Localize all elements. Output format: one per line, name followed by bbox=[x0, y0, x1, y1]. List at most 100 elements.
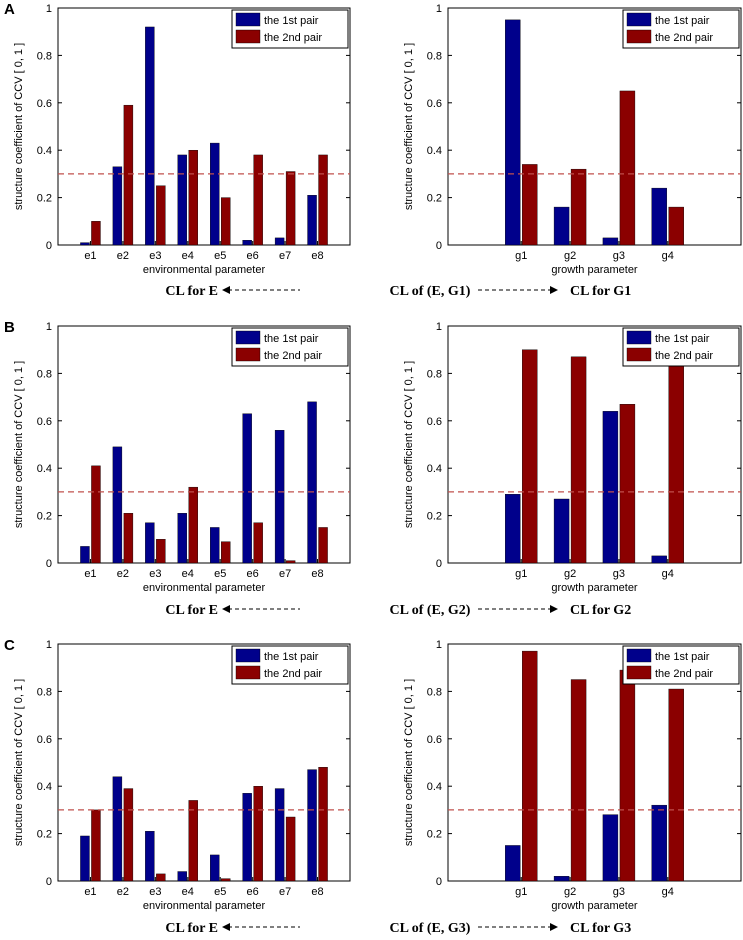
x-tick-label: e3 bbox=[149, 568, 161, 580]
bar-1st-g1 bbox=[505, 845, 521, 882]
bar-2nd-e5 bbox=[221, 878, 231, 882]
legend-swatch-2nd bbox=[235, 665, 261, 680]
y-axis-label: structure coefficient of CCV [ 0, 1 ] bbox=[403, 43, 415, 210]
x-tick-label: g3 bbox=[613, 886, 625, 898]
y-tick-label: 0.8 bbox=[427, 686, 442, 698]
bar-2nd-e6 bbox=[253, 522, 263, 564]
x-tick-label: e1 bbox=[84, 250, 96, 262]
caption-right: CL for G1 bbox=[570, 284, 631, 299]
x-tick-label: e2 bbox=[117, 886, 129, 898]
y-tick-label: 0.8 bbox=[37, 686, 52, 698]
y-axis-label: structure coefficient of CCV [ 0, 1 ] bbox=[403, 679, 415, 846]
caption-left: CL for E bbox=[165, 603, 218, 618]
x-tick-label: g4 bbox=[662, 886, 674, 898]
y-tick-label: 0.4 bbox=[37, 145, 52, 157]
x-tick-label: g4 bbox=[662, 568, 674, 580]
y-tick-label: 0.6 bbox=[427, 734, 442, 746]
bar-2nd-e1 bbox=[91, 809, 101, 882]
legend-label-2nd: the 2nd pair bbox=[655, 32, 713, 44]
bar-1st-e1 bbox=[80, 835, 90, 882]
bar-1st-e7 bbox=[274, 788, 285, 882]
legend-label-1st: the 1st pair bbox=[264, 651, 319, 663]
caption-center: CL of (E, G2) bbox=[390, 603, 471, 618]
x-tick-label: e6 bbox=[247, 886, 259, 898]
caption-row: CL for E CL of (E, G2) CL for G2 bbox=[165, 603, 631, 618]
legend: the 1st pair the 2nd pair bbox=[231, 645, 349, 685]
y-tick-label: 1 bbox=[46, 321, 52, 333]
chart-C-right: 0 0.2 0.4 0.6 0.8 1 g1 g2 g3 g4 growth parameter st… bbox=[403, 639, 742, 912]
bar-1st-g1 bbox=[505, 494, 521, 564]
x-tick-label: e6 bbox=[247, 250, 259, 262]
bar-2nd-e1 bbox=[91, 465, 101, 564]
x-tick-label: e1 bbox=[84, 886, 96, 898]
legend-swatch-2nd bbox=[235, 347, 261, 362]
bar-2nd-e3 bbox=[156, 873, 166, 882]
caption-center: CL of (E, G3) bbox=[390, 921, 471, 936]
bar-2nd-e2 bbox=[123, 788, 134, 882]
legend-label-1st: the 1st pair bbox=[655, 651, 710, 663]
y-axis-label: structure coefficient of CCV [ 0, 1 ] bbox=[13, 361, 25, 528]
y-tick-label: 0.2 bbox=[37, 511, 52, 523]
bar-2nd-e4 bbox=[188, 149, 198, 246]
y-tick-label: 0.4 bbox=[37, 781, 52, 793]
bar-1st-e5 bbox=[210, 142, 220, 246]
x-tick-label: e5 bbox=[214, 568, 226, 580]
bar-2nd-e7 bbox=[285, 816, 296, 882]
chart-B-left: 0 0.2 0.4 0.6 0.8 1 e1 e2 e3 e4 e5 e6 e7 e8 environmen… bbox=[13, 321, 351, 594]
x-tick-label: e5 bbox=[214, 886, 226, 898]
bar-1st-e8 bbox=[307, 401, 317, 564]
x-axis-label: environmental parameter bbox=[143, 900, 266, 912]
x-tick-label: g3 bbox=[613, 568, 625, 580]
caption-right: CL for G2 bbox=[570, 603, 631, 618]
bar-1st-g2 bbox=[553, 498, 570, 564]
legend: the 1st pair the 2nd pair bbox=[622, 327, 740, 367]
y-tick-label: 0.6 bbox=[427, 98, 442, 110]
bar-1st-e7 bbox=[274, 430, 285, 564]
bar-2nd-e1 bbox=[91, 221, 101, 246]
arrow-right-head bbox=[550, 605, 558, 613]
panel-letter: B bbox=[4, 319, 15, 336]
legend-label-2nd: the 2nd pair bbox=[264, 350, 322, 362]
bar-2nd-e4 bbox=[188, 800, 198, 882]
legend-swatch-1st bbox=[235, 330, 261, 345]
x-tick-label: e7 bbox=[279, 250, 291, 262]
bar-2nd-g2 bbox=[570, 679, 587, 882]
y-tick-label: 0.8 bbox=[427, 368, 442, 380]
x-tick-label: g1 bbox=[515, 250, 527, 262]
y-tick-label: 0.8 bbox=[37, 368, 52, 380]
bar-2nd-e8 bbox=[318, 527, 328, 564]
x-tick-label: g2 bbox=[564, 568, 576, 580]
bar-2nd-g1 bbox=[522, 349, 538, 564]
caption-center: CL of (E, G1) bbox=[390, 284, 471, 299]
x-axis-label: environmental parameter bbox=[143, 582, 266, 594]
bar-1st-e8 bbox=[307, 769, 317, 882]
legend-swatch-1st bbox=[235, 648, 261, 663]
y-tick-label: 1 bbox=[436, 3, 442, 15]
x-axis-label: growth parameter bbox=[551, 900, 638, 912]
y-tick-label: 0 bbox=[436, 876, 442, 888]
bar-2nd-g4 bbox=[668, 206, 684, 246]
bar-1st-e4 bbox=[177, 513, 187, 564]
y-tick-label: 0.2 bbox=[427, 829, 442, 841]
x-tick-label: e8 bbox=[311, 886, 323, 898]
y-tick-label: 0.8 bbox=[427, 50, 442, 62]
x-axis-label: growth parameter bbox=[551, 582, 638, 594]
x-tick-label: g2 bbox=[564, 886, 576, 898]
panel-letter: C bbox=[4, 637, 15, 654]
legend-swatch-1st bbox=[626, 330, 652, 345]
bar-2nd-g1 bbox=[522, 164, 538, 246]
legend-swatch-1st bbox=[626, 12, 652, 27]
legend-label-2nd: the 2nd pair bbox=[264, 32, 322, 44]
x-tick-label: e4 bbox=[182, 250, 194, 262]
legend: the 1st pair the 2nd pair bbox=[622, 9, 740, 49]
y-tick-label: 0.4 bbox=[427, 781, 442, 793]
y-tick-label: 0.6 bbox=[37, 734, 52, 746]
y-axis-label: structure coefficient of CCV [ 0, 1 ] bbox=[13, 679, 25, 846]
bar-2nd-g4 bbox=[668, 688, 684, 882]
bar-2nd-e8 bbox=[318, 154, 328, 246]
y-tick-label: 1 bbox=[436, 639, 442, 651]
y-tick-label: 0.2 bbox=[37, 193, 52, 205]
y-tick-label: 0.8 bbox=[37, 50, 52, 62]
bar-2nd-e7 bbox=[285, 171, 296, 246]
